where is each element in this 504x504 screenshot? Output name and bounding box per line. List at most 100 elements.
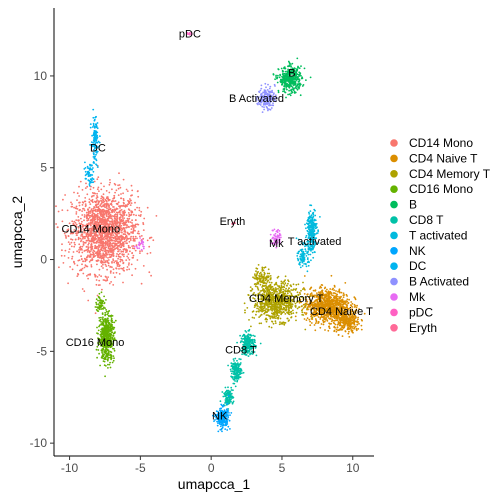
data-point: [109, 272, 112, 274]
data-point: [117, 237, 120, 240]
data-point: [104, 334, 107, 336]
data-point: [270, 326, 273, 329]
data-point: [309, 76, 312, 79]
data-point: [100, 328, 103, 331]
data-point: [277, 74, 279, 77]
data-point: [82, 241, 85, 243]
data-point: [131, 274, 134, 277]
data-point: [131, 256, 134, 259]
data-point: [287, 60, 290, 63]
data-point: [300, 289, 302, 292]
data-point: [98, 246, 101, 248]
data-point: [55, 223, 57, 225]
data-point: [290, 64, 292, 66]
data-point: [109, 270, 112, 273]
data-point: [78, 195, 80, 197]
data-point: [290, 306, 293, 308]
data-point: [97, 332, 99, 335]
data-point: [113, 321, 116, 324]
data-point: [136, 190, 139, 193]
data-point: [298, 73, 300, 76]
data-point: [327, 329, 330, 332]
data-point: [335, 300, 338, 303]
data-point: [82, 272, 85, 275]
data-point: [357, 318, 359, 321]
data-point: [87, 238, 90, 240]
data-point: [105, 358, 107, 361]
data-point: [90, 224, 92, 227]
data-point: [125, 259, 128, 261]
data-point: [270, 285, 272, 288]
data-point: [102, 243, 104, 246]
data-point: [102, 261, 104, 264]
data-point: [96, 326, 98, 329]
data-point: [278, 311, 281, 314]
data-point: [92, 194, 95, 197]
data-point: [111, 361, 114, 364]
data-point: [89, 188, 92, 191]
data-point: [104, 263, 107, 266]
data-point: [110, 317, 113, 320]
data-point: [99, 218, 102, 221]
data-point: [108, 315, 110, 318]
data-point: [341, 325, 343, 327]
data-point: [338, 324, 341, 327]
data-point: [101, 226, 103, 229]
data-point: [124, 230, 127, 233]
data-point: [90, 253, 93, 256]
data-point: [338, 290, 341, 293]
data-point: [97, 186, 100, 189]
data-point: [104, 249, 107, 252]
data-point: [127, 199, 129, 202]
data-point: [301, 309, 303, 312]
data-point: [265, 320, 268, 323]
data-point: [104, 219, 107, 222]
data-point: [105, 232, 108, 234]
data-point: [112, 284, 115, 286]
data-point: [280, 311, 282, 313]
data-point: [104, 198, 107, 201]
data-point: [104, 311, 107, 314]
data-point: [112, 355, 115, 357]
data-point: [266, 272, 269, 275]
data-point: [282, 77, 285, 80]
data-point: [67, 241, 70, 244]
data-point: [75, 219, 78, 222]
data-point: [329, 288, 332, 290]
data-point: [108, 256, 111, 259]
data-point: [98, 231, 101, 234]
data-point: [339, 321, 342, 324]
data-point: [70, 230, 72, 233]
data-point: [80, 217, 82, 220]
data-point: [136, 206, 139, 209]
data-point: [292, 309, 294, 312]
data-point: [100, 205, 103, 208]
data-point: [119, 248, 121, 251]
data-point: [337, 329, 339, 332]
data-point: [261, 266, 264, 269]
data-point: [280, 284, 283, 287]
data-point: [308, 318, 311, 321]
data-point: [256, 286, 259, 288]
data-point: [113, 211, 116, 213]
data-point: [84, 237, 86, 240]
data-point: [94, 274, 97, 277]
data-point: [109, 239, 111, 242]
data-point: [112, 215, 115, 218]
data-point: [103, 232, 106, 235]
data-point: [123, 255, 125, 258]
data-point: [100, 316, 102, 319]
data-point: [62, 198, 64, 201]
data-point: [278, 308, 281, 311]
data-point: [96, 199, 98, 202]
data-point: [87, 224, 90, 226]
data-point: [130, 235, 133, 238]
data-point: [322, 319, 324, 322]
data-point: [251, 316, 254, 319]
data-point: [112, 272, 115, 274]
data-point: [347, 327, 349, 330]
data-point: [92, 207, 95, 210]
data-point: [105, 276, 108, 278]
data-point: [106, 253, 108, 256]
data-point: [123, 248, 126, 250]
